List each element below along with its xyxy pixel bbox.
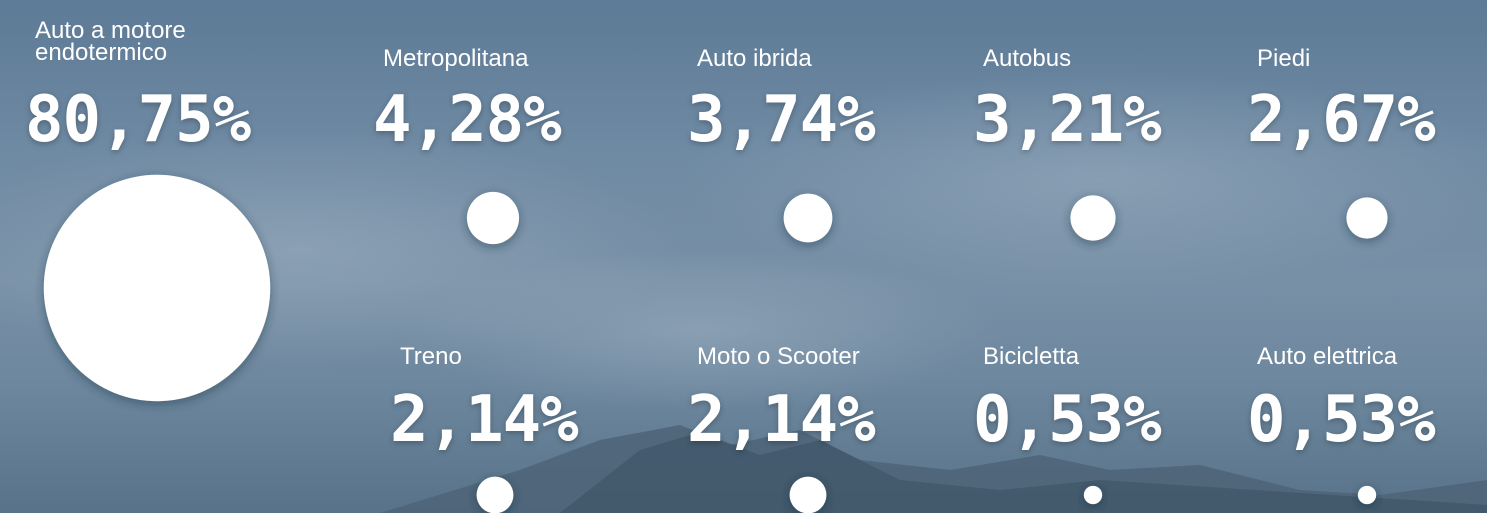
value-label: 0,53% [973, 383, 1162, 457]
category-label: Treno [400, 343, 462, 370]
value-label: 0,53% [1247, 383, 1436, 457]
bubble [1357, 485, 1377, 505]
value-label: 3,74% [687, 83, 876, 157]
category-label: Bicicletta [983, 343, 1080, 370]
bubble [1346, 197, 1388, 239]
bubble [1070, 195, 1116, 241]
bubble [783, 193, 833, 243]
bubble [476, 476, 514, 513]
value-label: 2,14% [390, 383, 579, 457]
value-label: 3,21% [973, 83, 1162, 157]
value-label: 80,75% [25, 83, 251, 157]
bubble [466, 191, 520, 245]
value-label: 2,14% [687, 383, 876, 457]
category-label: Auto a motore endotermico [35, 17, 186, 66]
value-label: 4,28% [373, 83, 562, 157]
value-label: 2,67% [1247, 83, 1436, 157]
category-label: Auto ibrida [697, 45, 812, 72]
bubble [43, 174, 271, 402]
category-label: Moto o Scooter [697, 343, 860, 370]
category-label: Autobus [983, 45, 1072, 72]
bubble [1083, 485, 1103, 505]
category-label: Metropolitana [383, 45, 529, 72]
category-label: Auto elettrica [1257, 343, 1398, 370]
category-label: Piedi [1257, 45, 1311, 72]
bubble [789, 476, 827, 513]
